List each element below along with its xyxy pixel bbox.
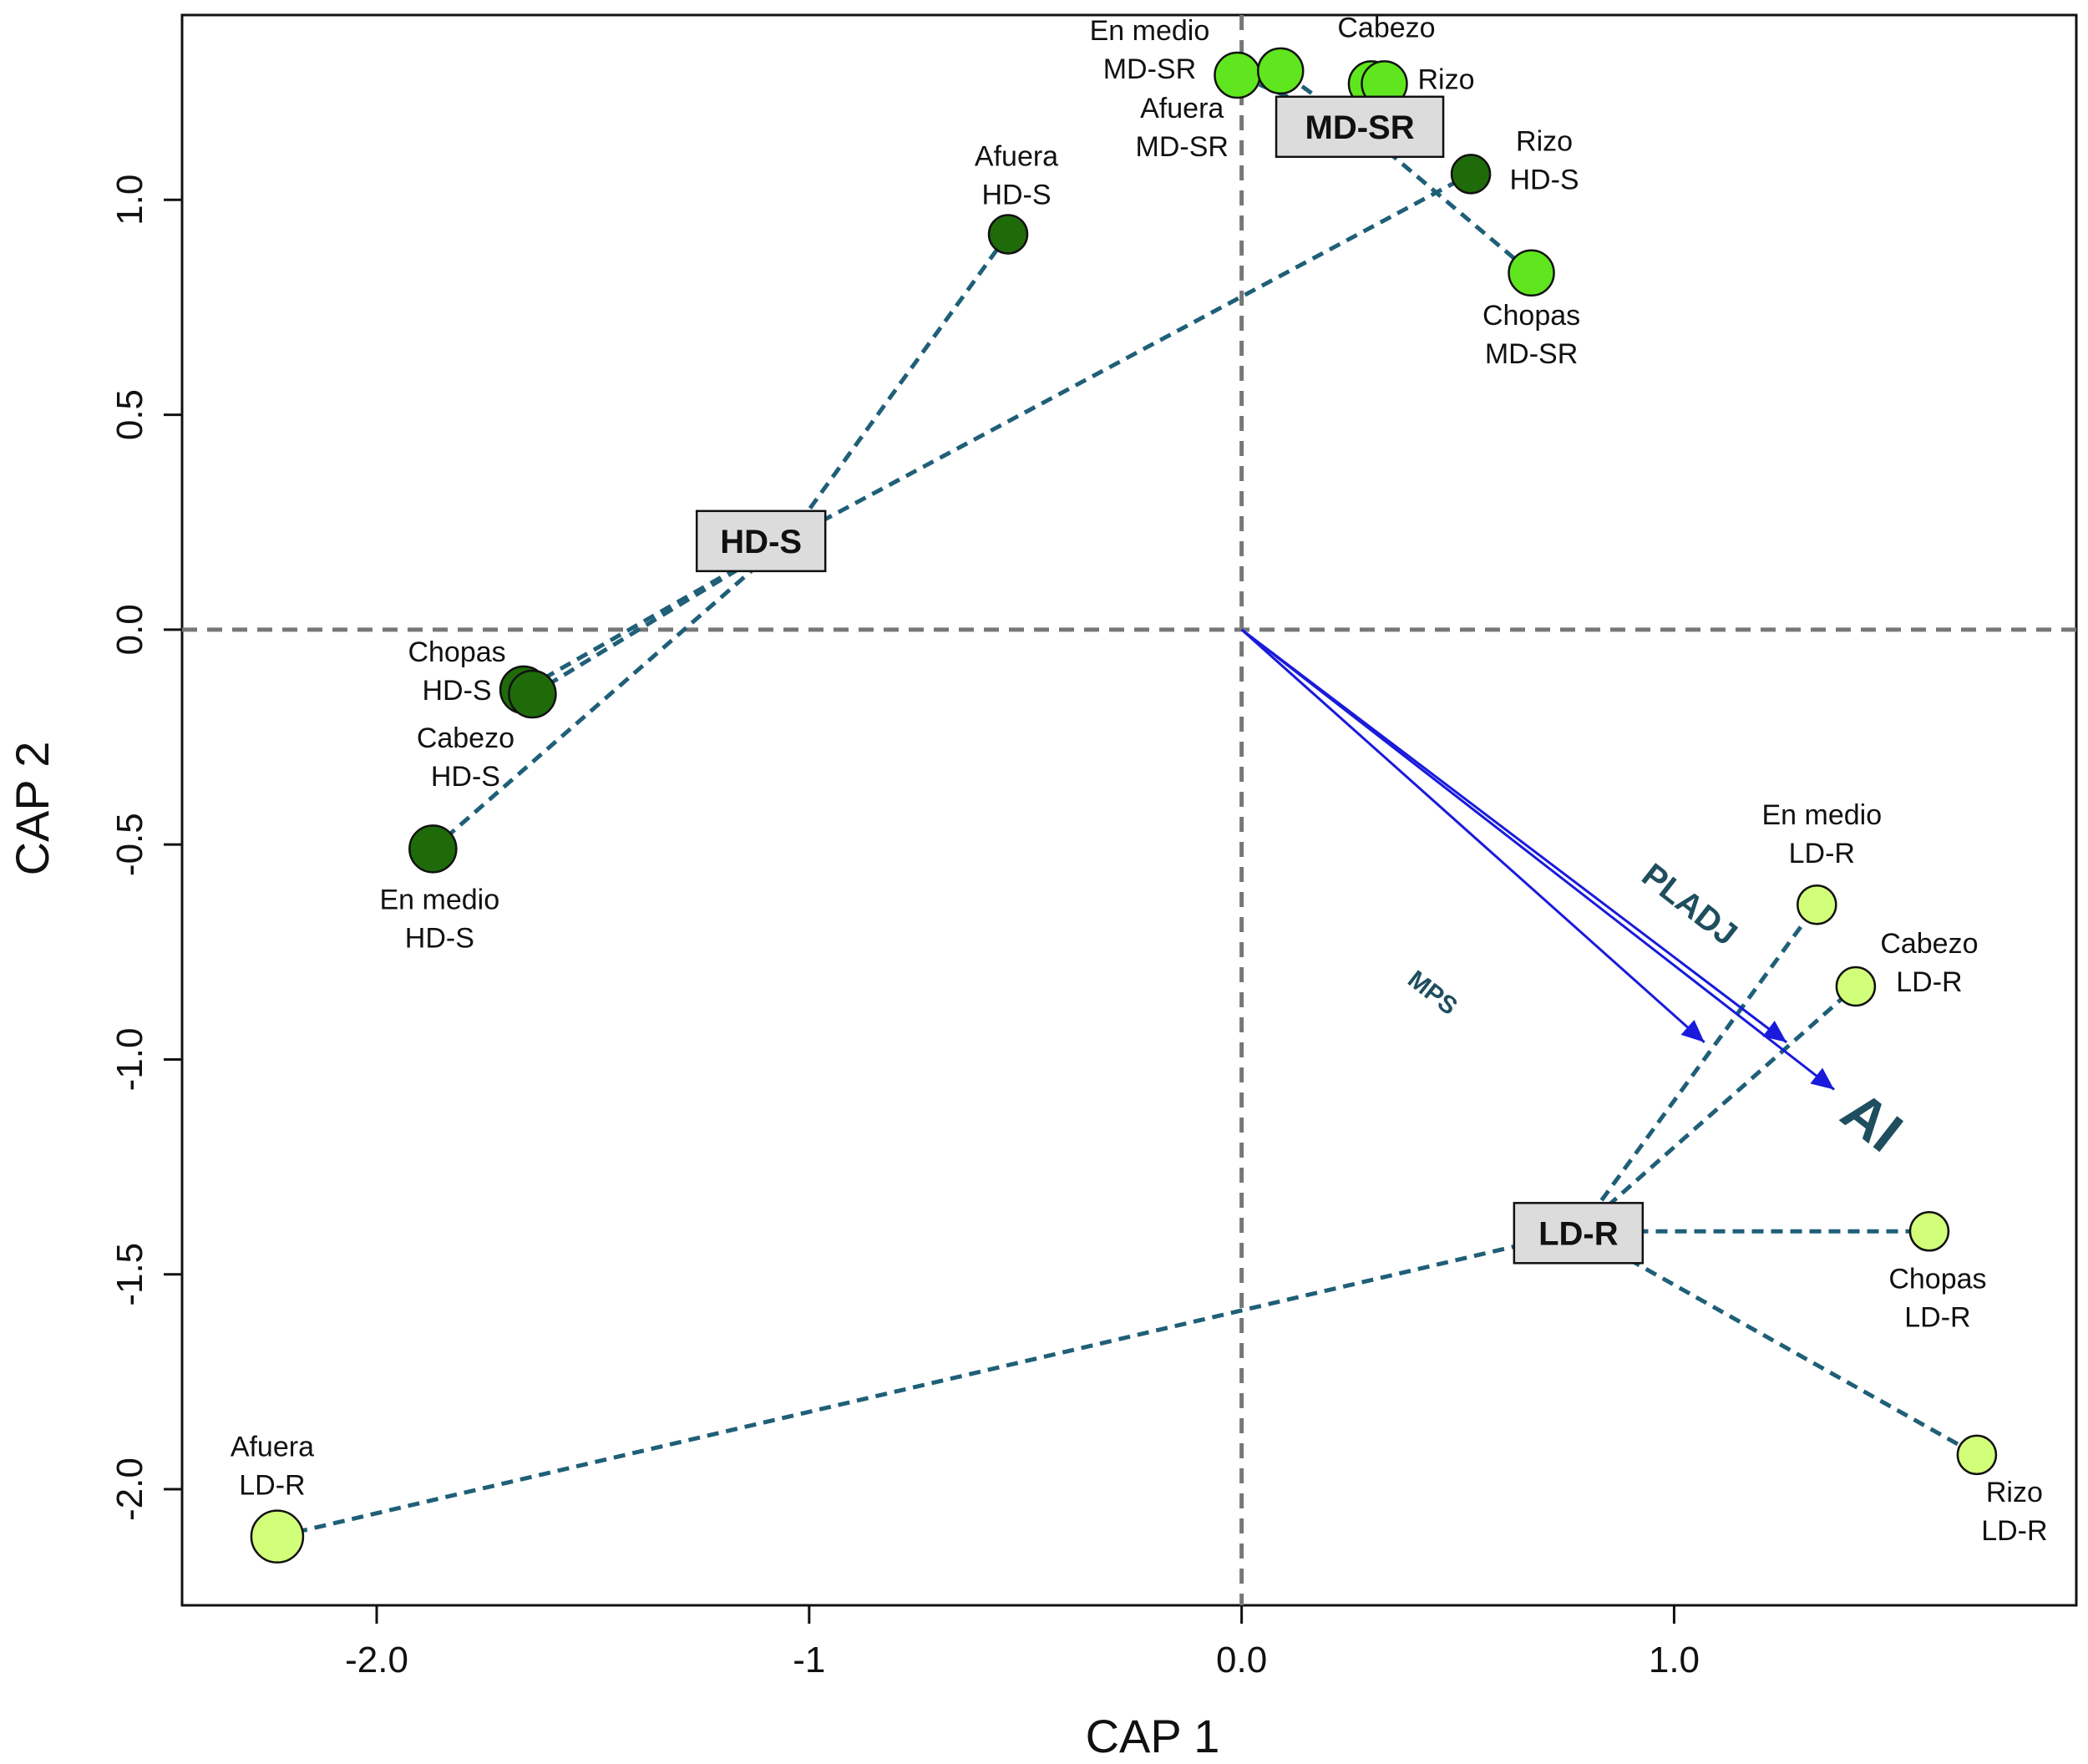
y-tick-label: -1.0 — [109, 1028, 150, 1092]
point-chopas-ld-r — [1908, 1211, 1950, 1252]
point-en-medio-hd-s — [408, 824, 458, 874]
group-box-ld-r — [1513, 1202, 1645, 1265]
spider-line-rizo-hd-s — [786, 172, 1472, 542]
zero-lines — [182, 15, 2076, 1605]
spider-line-en-medio-hd-s — [431, 537, 789, 851]
point-label-site-cabezo-ld-r: Cabezo — [1880, 928, 1978, 960]
group-label-md-sr: MD-SR — [1305, 109, 1415, 146]
site-point-labels: Afuera HD-S Chopas HD-S Cabezo HD-S En medio HD… — [231, 12, 2048, 1547]
vector-pladj — [1240, 628, 1787, 1044]
point-label-group-chopas-ld-r: LD-R — [1904, 1301, 1970, 1333]
spider-line-afuera-ld-r — [276, 1229, 1580, 1539]
point-label-group-chopas-md-sr: MD-SR — [1485, 338, 1578, 370]
point-label-site-afuera-md-sr: Afuera — [1140, 93, 1224, 124]
vector-label-ai: AI — [1830, 1079, 1913, 1164]
x-axis-title: CAP 1 — [1086, 1710, 1220, 1762]
y-tick-label: 0.5 — [109, 389, 150, 440]
point-label-group-afuera-ld-r: LD-R — [239, 1470, 305, 1502]
spider-lines — [276, 68, 1979, 1539]
site-points — [250, 47, 1998, 1564]
point-label-group-afuera-hd-s: HD-S — [981, 179, 1051, 210]
point-cabezo-hd-s — [508, 669, 557, 719]
point-label-site-en-medio-hd-s: En medio — [380, 884, 500, 915]
y-tick-label: -0.5 — [109, 813, 150, 876]
point-label-site-rizo-md-sr: Rizo — [1418, 63, 1475, 95]
point-chopas-md-sr — [1508, 249, 1555, 297]
point-afuera-md-sr — [1256, 47, 1305, 95]
group-centroid-labels: HD-S MD-SR LD-R — [695, 95, 1645, 1265]
vector-mps — [1240, 628, 1705, 1044]
point-label-site-rizo-hd-s: Rizo — [1516, 125, 1573, 157]
point-label-group-rizo-hd-s: HD-S — [1510, 164, 1579, 195]
point-label-group-rizo-ld-r: LD-R — [1981, 1515, 2047, 1547]
spider-line-afuera-hd-s — [785, 232, 1011, 541]
spider-line-chopas-hd-s — [522, 537, 789, 692]
y-tick-label: 1.0 — [109, 175, 150, 226]
point-en-medio-ld-r — [1797, 884, 1837, 925]
point-label-site-chopas-md-sr: Chopas — [1482, 300, 1580, 332]
y-axis: 1.0 0.5 0.0 -0.5 -1.0 -1.5 -2.0 — [109, 175, 182, 1521]
point-cabezo-ld-r — [1835, 966, 1877, 1007]
group-label-hd-s: HD-S — [720, 524, 802, 560]
point-label-group-cabezo-ld-r: LD-R — [1896, 966, 1962, 998]
x-tick-label: 0.0 — [1216, 1640, 1267, 1680]
point-afuera-ld-r — [250, 1509, 305, 1564]
point-en-medio-md-sr — [1214, 51, 1261, 99]
point-label-site-cabezo-hd-s: Cabezo — [417, 722, 514, 754]
y-tick-label: -1.5 — [109, 1243, 150, 1306]
point-label-site-afuera-hd-s: Afuera — [975, 140, 1058, 172]
vector-label-mps: MPS — [1402, 966, 1462, 1021]
x-tick-label: -1 — [793, 1640, 825, 1680]
point-label-group-chopas-hd-s: HD-S — [423, 675, 492, 707]
plot-frame — [180, 13, 2078, 1607]
point-label-site-chopas-hd-s: Chopas — [408, 636, 505, 668]
point-rizo-ld-r — [1956, 1434, 1998, 1476]
spider-line-cabezo-ld-r — [1577, 985, 1857, 1234]
point-label-group-cabezo-hd-s: HD-S — [431, 761, 500, 793]
point-label-site-chopas-ld-r: Chopas — [1888, 1263, 1986, 1295]
point-label-site-en-medio-ld-r: En medio — [1761, 799, 1882, 831]
point-label-site-afuera-ld-r: Afuera — [231, 1432, 314, 1463]
point-afuera-hd-s — [987, 214, 1029, 255]
x-tick-label: -2.0 — [345, 1640, 408, 1680]
point-label-group-en-medio-md-sr: MD-SR — [1103, 53, 1196, 85]
point-label-group-en-medio-hd-s: HD-S — [405, 922, 474, 954]
y-tick-label: -2.0 — [109, 1457, 150, 1521]
vector-ai — [1240, 628, 1835, 1091]
point-label-group-en-medio-ld-r: LD-R — [1789, 838, 1855, 869]
point-label-site-rizo-ld-r: Rizo — [1986, 1477, 2043, 1508]
x-tick-label: 1.0 — [1649, 1640, 1700, 1680]
y-tick-label: 0.0 — [109, 604, 150, 655]
group-box-md-sr — [1275, 95, 1445, 159]
point-label-site-cabezo-md-sr: Cabezo — [1337, 12, 1435, 43]
y-axis-title: CAP 2 — [6, 742, 58, 876]
point-label-group-afuera-md-sr: MD-SR — [1136, 131, 1229, 163]
group-label-ld-r: LD-R — [1538, 1215, 1619, 1252]
point-rizo-hd-s — [1450, 154, 1492, 195]
group-box-hd-s — [695, 509, 827, 573]
spider-line-en-medio-ld-r — [1577, 903, 1819, 1233]
x-axis: -2.0 -1 0.0 1.0 — [345, 1605, 1700, 1680]
point-label-site-en-medio-md-sr: En medio — [1090, 15, 1210, 47]
